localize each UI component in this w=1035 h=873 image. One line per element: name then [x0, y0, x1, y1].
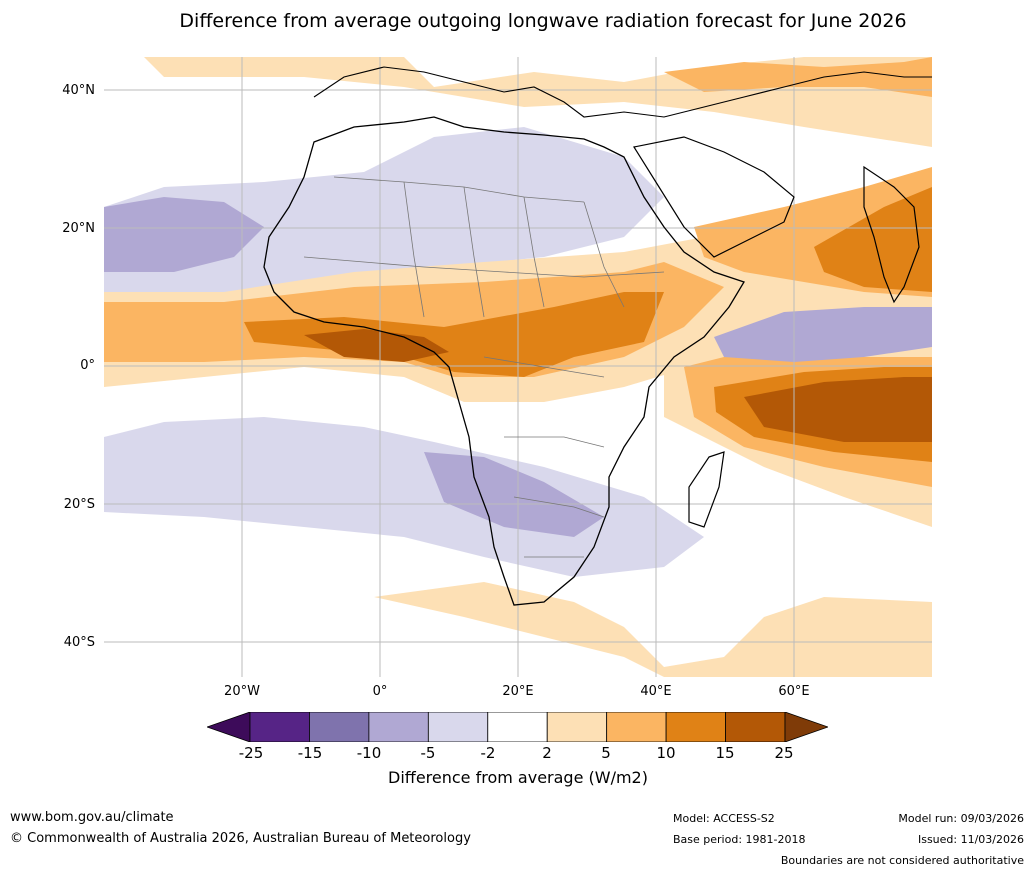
colorbar-tick: 5: [601, 744, 611, 762]
lon-label-0: 0°: [372, 684, 388, 699]
map-title: Difference from average outgoing longwav…: [179, 10, 907, 32]
anomaly-region-brown-equator: [304, 329, 449, 362]
colorbar-tick: -25: [238, 744, 264, 762]
colorbar-extend-high: [784, 712, 828, 742]
colorbar-tick: -2: [480, 744, 496, 762]
colorbar-extend-low: [207, 712, 251, 742]
lat-label-20n: 20°N: [62, 221, 95, 236]
colorbar-tick: 25: [774, 744, 794, 762]
colorbar-tick: -10: [356, 744, 382, 762]
colorbar-segment: [725, 712, 786, 742]
anomaly-region-purple: [104, 197, 264, 272]
anomaly-region-dark-orange-equator: [244, 292, 664, 377]
country-boundaries: [303, 176, 665, 558]
footer-website: www.bom.gov.au/climate: [10, 810, 174, 825]
india-coastline: [863, 165, 920, 304]
footer-issued: Issued: 11/03/2026: [917, 833, 1024, 846]
colorbar-tick: 2: [542, 744, 552, 762]
map-panel: [104, 57, 932, 677]
arabia-coastline: [633, 136, 795, 258]
anomaly-region-purple2-south: [424, 452, 604, 537]
colorbar-label: Difference from average (W/m2): [388, 768, 648, 787]
anomaly-region-orange-south: [374, 582, 932, 677]
lat-label-40n: 40°N: [62, 83, 95, 98]
anomaly-region-purple-south: [104, 417, 704, 577]
footer-disclaimer: Boundaries are not considered authoritat…: [780, 854, 1024, 867]
anomaly-region-medium-orange: [664, 57, 932, 97]
madagascar-coastline: [688, 451, 725, 528]
anomaly-region-purple-indian: [714, 307, 932, 362]
lat-label-20s: 20°S: [63, 497, 95, 512]
lon-label-40e: 40°E: [640, 684, 672, 699]
colorbar-segment: [309, 712, 370, 742]
colorbar-tick: 15: [715, 744, 735, 762]
lon-label-20e: 20°E: [502, 684, 534, 699]
colorbar-segment: [487, 712, 548, 742]
anomaly-region-brown-indian: [744, 377, 932, 442]
lon-label-20w: 20°W: [224, 684, 260, 699]
footer-model: Model: ACCESS-S2: [673, 812, 775, 825]
colorbar-segment: [606, 712, 667, 742]
footer-model-run: Model run: 09/03/2026: [898, 812, 1024, 825]
europe-coastline: [313, 66, 932, 118]
colorbar-segment: [427, 712, 489, 742]
africa-coastline: [263, 116, 745, 606]
anomaly-region-darkorange-arabian: [814, 187, 932, 292]
colorbar-tick: -15: [297, 744, 323, 762]
colorbar-tick: 10: [656, 744, 676, 762]
lon-label-60e: 60°E: [778, 684, 810, 699]
colorbar-segment: [665, 712, 726, 742]
colorbar: [207, 712, 828, 742]
anomaly-region-light-purple: [104, 127, 664, 297]
colorbar-tick: -5: [420, 744, 436, 762]
footer-copyright: © Commonwealth of Australia 2026, Austra…: [10, 831, 471, 846]
colorbar-segment: [368, 712, 429, 742]
olr-anomaly-map: [104, 57, 932, 677]
footer-base-period: Base period: 1981-2018: [673, 833, 806, 846]
colorbar-segment: [546, 712, 608, 742]
lat-label-0: 0°: [80, 358, 95, 373]
lat-label-40s: 40°S: [63, 635, 95, 650]
colorbar-segment: [249, 712, 310, 742]
